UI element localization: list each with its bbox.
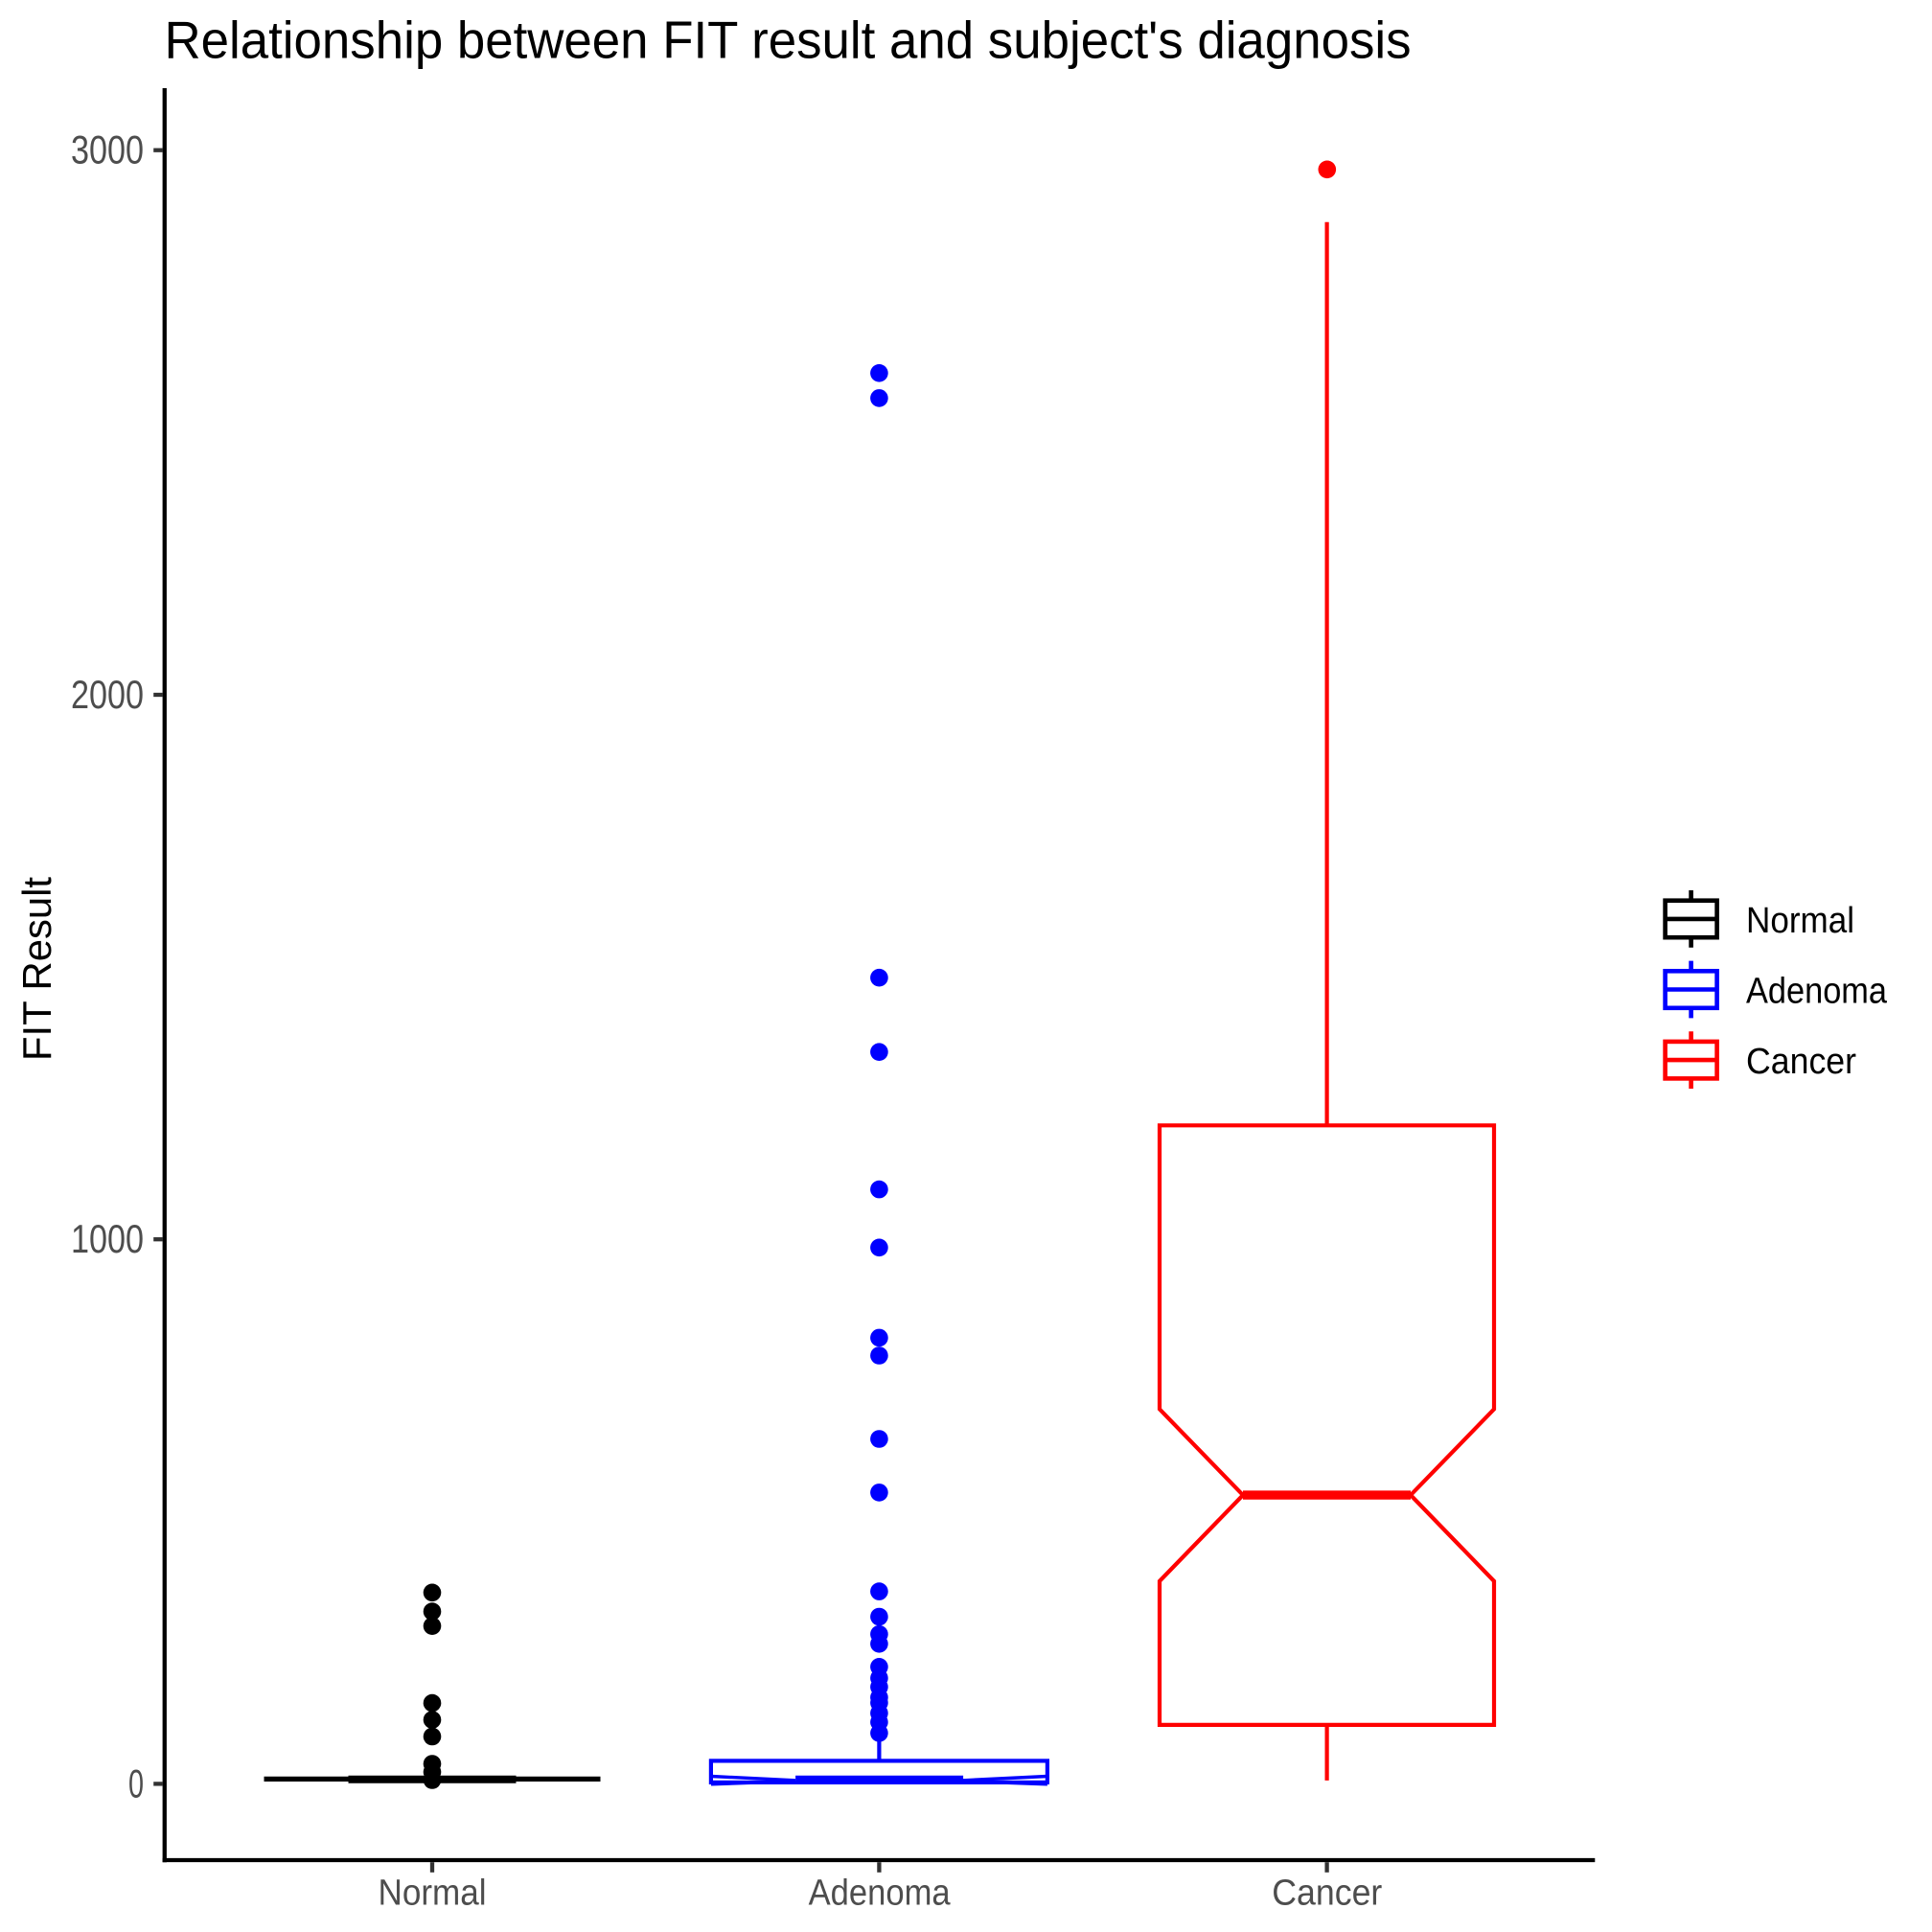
svg-text:0: 0 bbox=[128, 1760, 144, 1806]
svg-text:1000: 1000 bbox=[71, 1216, 144, 1261]
svg-text:FIT Result: FIT Result bbox=[14, 877, 59, 1061]
svg-text:2000: 2000 bbox=[71, 672, 144, 717]
svg-text:Relationship between FIT resul: Relationship between FIT result and subj… bbox=[165, 11, 1412, 70]
svg-text:Cancer: Cancer bbox=[1746, 1042, 1856, 1082]
svg-text:Adenoma: Adenoma bbox=[1746, 972, 1888, 1012]
svg-text:Normal: Normal bbox=[379, 1874, 487, 1914]
svg-text:3000: 3000 bbox=[71, 127, 144, 172]
svg-text:Normal: Normal bbox=[1746, 901, 1854, 941]
svg-text:Cancer: Cancer bbox=[1272, 1874, 1382, 1914]
svg-text:Adenoma: Adenoma bbox=[809, 1874, 952, 1914]
